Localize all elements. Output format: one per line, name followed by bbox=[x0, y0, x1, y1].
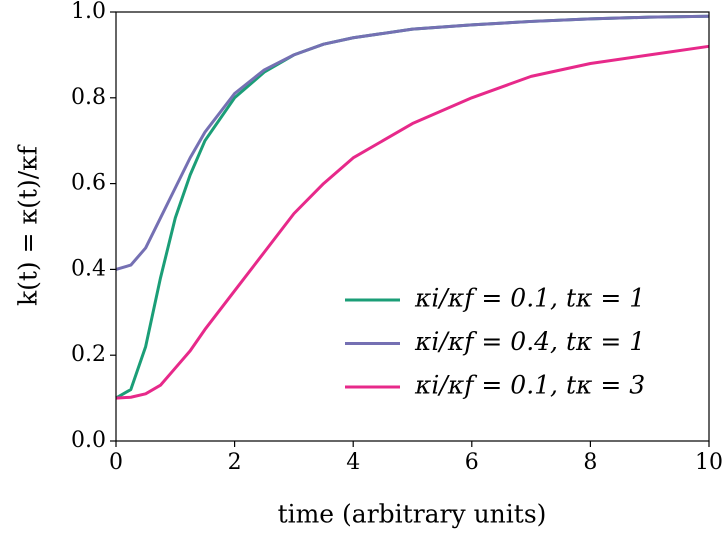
y-tick-label: 1.0 bbox=[71, 0, 106, 24]
x-tick-label: 2 bbox=[228, 450, 242, 475]
x-tick-label: 6 bbox=[465, 450, 479, 475]
y-tick-label: 0.0 bbox=[71, 428, 106, 453]
y-tick-label: 0.8 bbox=[71, 85, 106, 110]
legend-label: κi/κf = 0.1, tκ = 1 bbox=[414, 284, 645, 313]
x-tick-label: 4 bbox=[346, 450, 360, 475]
legend-label: κi/κf = 0.1, tκ = 3 bbox=[414, 371, 645, 400]
y-axis-label: k(t) = κ(t)/κf bbox=[14, 144, 43, 306]
x-axis-label: time (arbitrary units) bbox=[278, 500, 547, 529]
x-tick-label: 10 bbox=[695, 450, 723, 475]
y-tick-label: 0.6 bbox=[71, 171, 106, 196]
x-tick-label: 0 bbox=[109, 450, 123, 475]
plot-frame bbox=[115, 11, 710, 442]
x-tick-label: 8 bbox=[583, 450, 597, 475]
line-series bbox=[115, 44, 710, 400]
y-tick-label: 0.2 bbox=[71, 342, 106, 367]
legend-label: κi/κf = 0.4, tκ = 1 bbox=[414, 327, 645, 356]
y-tick-label: 0.4 bbox=[71, 256, 106, 281]
line-series bbox=[115, 14, 710, 271]
